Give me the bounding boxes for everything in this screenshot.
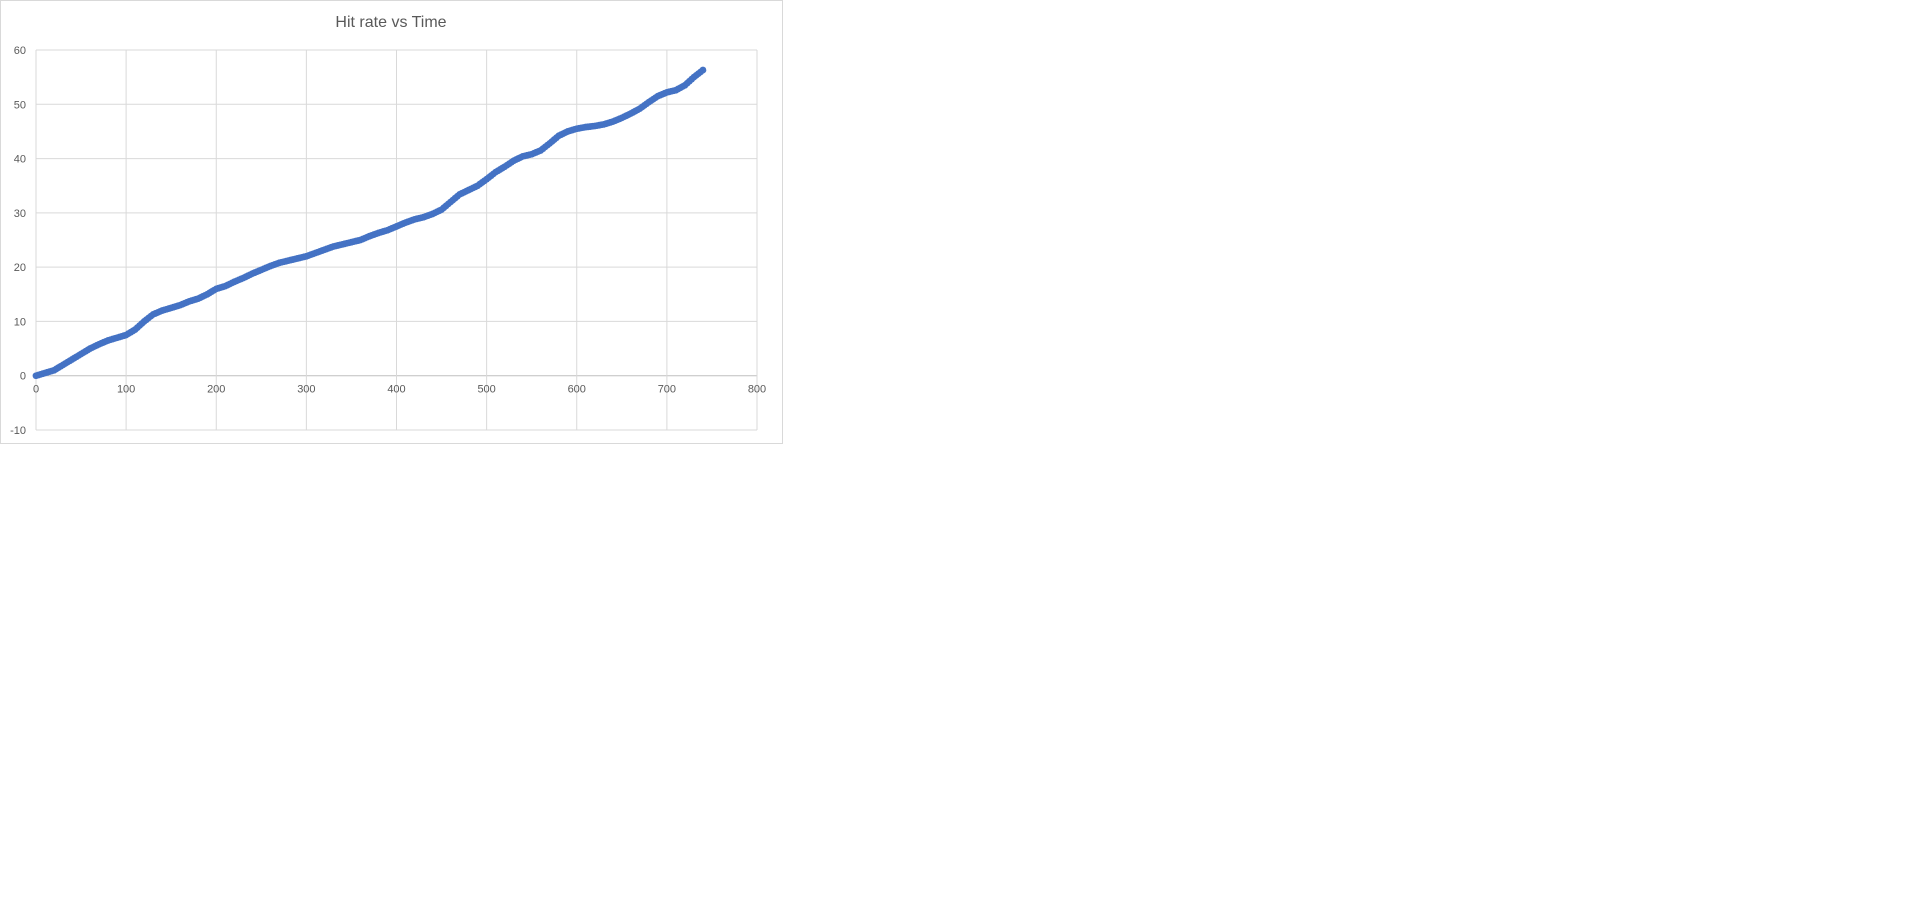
y-tick-label: 10 <box>14 316 26 328</box>
chart-area <box>0 0 783 444</box>
series-hit-rate <box>32 66 707 380</box>
data-point <box>699 66 707 74</box>
y-tick-label: 30 <box>14 208 26 220</box>
y-tick-label: -10 <box>10 425 26 437</box>
x-tick-label: 400 <box>387 384 405 396</box>
x-tick-label: 800 <box>748 384 766 396</box>
x-tick-label: 500 <box>477 384 495 396</box>
x-tick-label: 200 <box>207 384 225 396</box>
x-tick-label: 700 <box>658 384 676 396</box>
x-tick-label: 0 <box>33 384 39 396</box>
gridlines <box>35 49 758 431</box>
x-tick-label: 600 <box>568 384 586 396</box>
y-tick-label: 40 <box>14 154 26 166</box>
chart-title: Hit rate vs Time <box>335 14 446 31</box>
y-tick-label: 20 <box>14 262 26 274</box>
y-tick-label: 0 <box>20 371 26 383</box>
x-tick-label: 300 <box>297 384 315 396</box>
y-tick-label: 50 <box>14 99 26 111</box>
x-tick-label: 100 <box>117 384 135 396</box>
y-tick-label: 60 <box>14 45 26 57</box>
